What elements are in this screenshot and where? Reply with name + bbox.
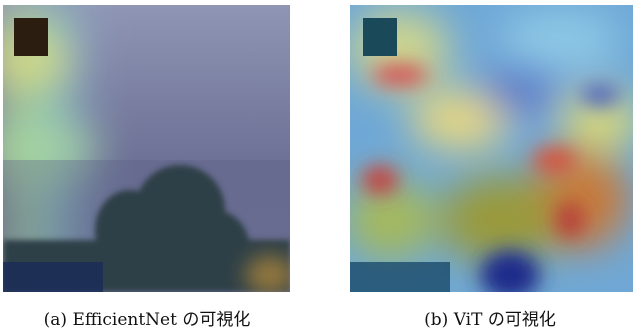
caption: (a) EfficientNet の可視化 (44, 310, 251, 330)
page: {"figures": [{"caption": "(a) EfficientN… (0, 0, 633, 335)
vit-heatmap (345, 5, 633, 300)
figure: (a) EfficientNet の可視化 (b) ViT の可視化 (0, 0, 633, 335)
caption: (b) ViT の可視化 (424, 310, 556, 330)
efficientnet-heatmap (0, 5, 295, 295)
